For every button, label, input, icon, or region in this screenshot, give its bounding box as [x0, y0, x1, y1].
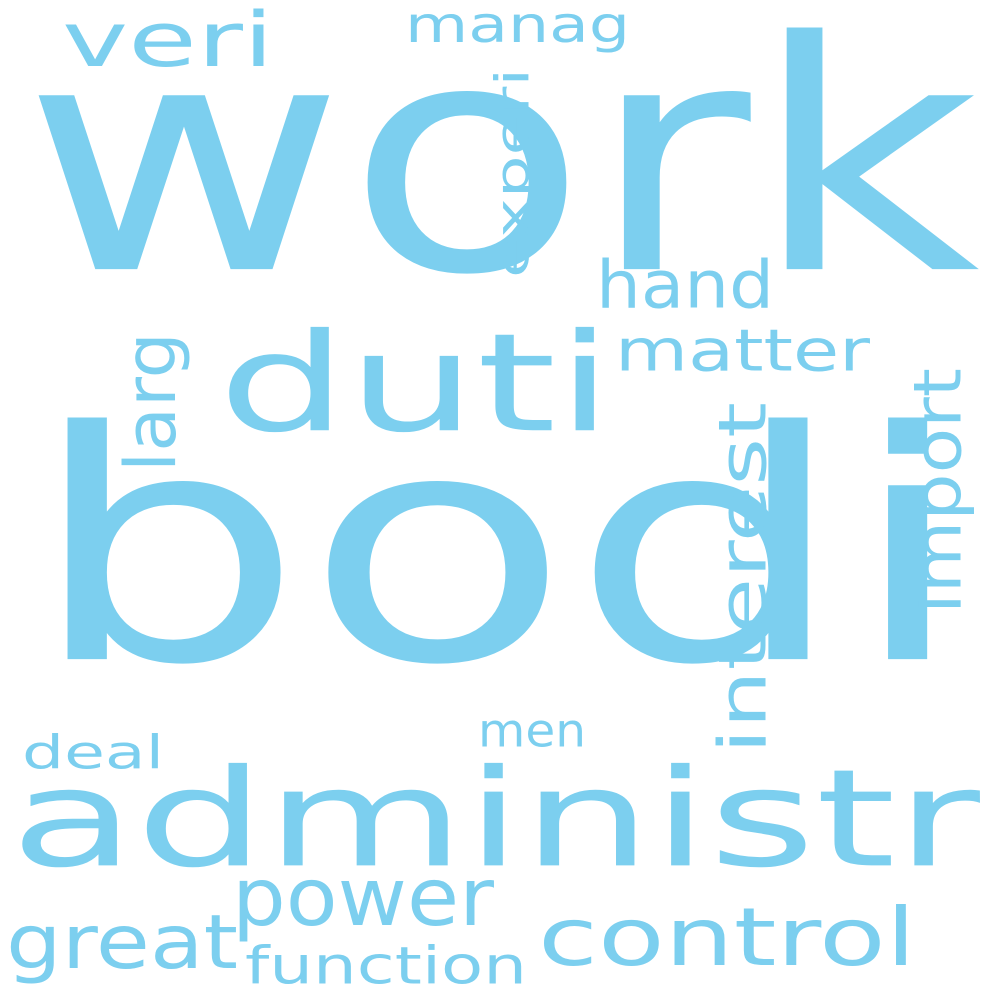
word-larg: larg — [109, 332, 192, 472]
word-interest: interest — [704, 402, 782, 754]
word-manag: manag — [405, 0, 630, 54]
word-import: import — [899, 368, 977, 614]
word-veri: veri — [62, 0, 274, 85]
word-hand: hand — [596, 246, 774, 324]
word-function: function — [245, 935, 527, 997]
word-great: great — [6, 898, 238, 986]
word-matter: matter — [615, 316, 870, 385]
word-control: control — [538, 890, 916, 985]
word-deal: deal — [22, 725, 164, 780]
word-work: work — [22, 0, 980, 346]
word-administr: administr — [10, 739, 980, 898]
word-men: men — [478, 703, 586, 758]
word-bodi: bodi — [28, 363, 968, 736]
word-duti: duti — [218, 303, 613, 463]
word-power: power — [232, 850, 494, 945]
word-experi: experi — [485, 68, 540, 278]
